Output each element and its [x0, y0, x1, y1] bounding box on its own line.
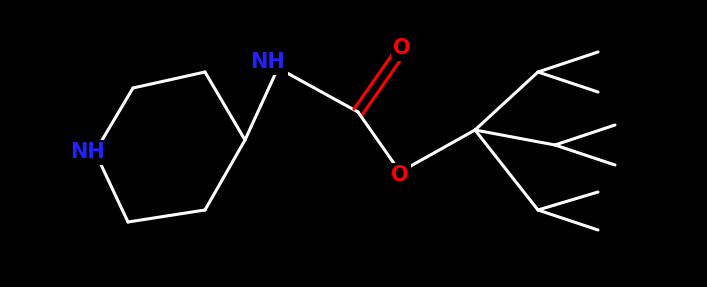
Text: O: O	[391, 165, 409, 185]
Text: NH: NH	[69, 142, 105, 162]
Text: O: O	[393, 38, 411, 58]
Text: NH: NH	[250, 52, 286, 72]
